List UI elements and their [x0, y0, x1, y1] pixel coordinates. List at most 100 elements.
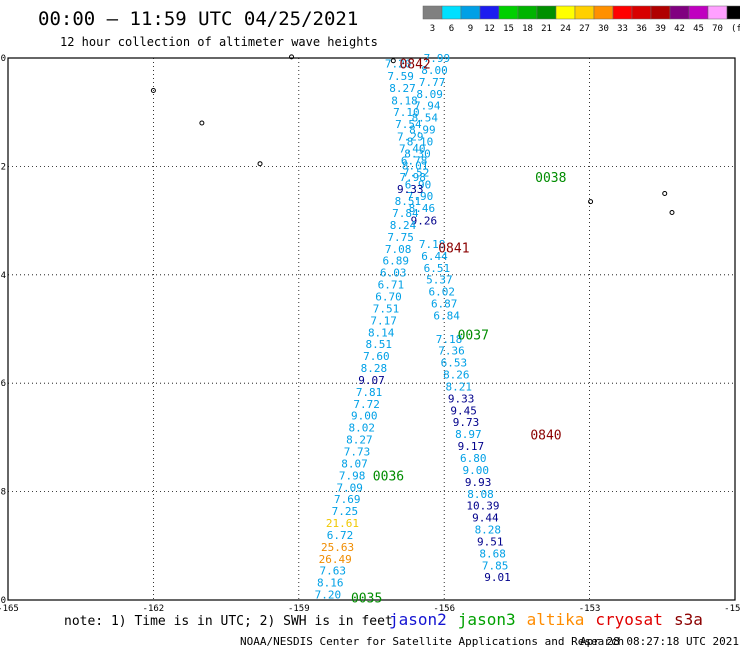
wave-height-label: 21.61 — [326, 517, 359, 530]
legend-bin-label: 12 — [484, 24, 495, 34]
island-marker — [669, 209, 675, 215]
legend-bin-label: 30 — [598, 24, 609, 34]
wave-height-label: 10.39 — [466, 500, 499, 513]
wave-height-label: 8.27 — [389, 82, 416, 95]
wave-height-label: 6.70 — [375, 290, 402, 303]
wave-height-label: 6.89 — [382, 255, 409, 268]
pass-time-label: 0035 — [351, 591, 382, 606]
wave-height-label: 8.46 — [409, 202, 436, 215]
legend-swatch — [726, 5, 740, 20]
footer-note: note: 1) Time is in UTC; 2) SWH is in fe… — [64, 614, 393, 629]
wave-height-label: 8.10 — [407, 135, 434, 148]
legend-swatch — [555, 5, 576, 20]
wave-height-label: 8.14 — [368, 326, 395, 339]
legend-swatch — [536, 5, 557, 20]
wave-height-label: 8.27 — [346, 434, 373, 447]
wave-height-label: 9.26 — [411, 215, 438, 228]
wave-height-label: 6.84 — [433, 309, 460, 322]
wave-height-label: 9.45 — [450, 404, 477, 417]
legend-swatch — [631, 5, 652, 20]
wave-height-label: 7.40 — [399, 143, 426, 156]
map-panel: 7.207.598.278.187.107.547.297.406.787.52… — [0, 52, 740, 614]
satellite-tracks: 7.207.598.278.187.107.547.297.406.787.52… — [315, 52, 511, 602]
wave-height-label: 7.63 — [319, 565, 346, 578]
wave-height-label: 8.21 — [445, 380, 472, 393]
wave-height-label: 6.87 — [431, 298, 458, 311]
mission-label: jason3 — [458, 610, 516, 629]
wave-height-label: 8.26 — [443, 369, 470, 382]
lon-tick-label: -159 — [288, 604, 310, 614]
wave-height-label: 7.99 — [424, 52, 451, 65]
wave-height-label: 9.44 — [472, 512, 499, 525]
wave-height-label: 7.72 — [353, 398, 380, 411]
wave-height-label: 7.10 — [393, 106, 420, 119]
wave-height-label: 9.73 — [453, 416, 480, 429]
legend-swatch — [650, 5, 671, 20]
legend-bin-label: 9 — [468, 24, 473, 34]
wave-height-label: 8.30 — [404, 147, 431, 160]
wave-height-label: 6.02 — [429, 286, 456, 299]
island-marker — [199, 120, 205, 126]
legend-bin-label: 18 — [522, 24, 533, 34]
wave-height-label: 7.98 — [339, 469, 366, 482]
pass-time-label: 0840 — [530, 429, 561, 444]
legend-swatch — [460, 5, 481, 20]
pass-time-label: 0038 — [535, 171, 566, 186]
legend-bin-label: 42 — [674, 24, 685, 34]
wave-height-label: 9.33 — [397, 183, 424, 196]
lat-tick-label: -28 — [0, 488, 6, 498]
legend-bin-label: 3 — [430, 24, 435, 34]
track-group: 7.208.167.6326.4925.636.7221.617.257.697… — [315, 52, 451, 602]
wave-height-label: 8.08 — [467, 488, 494, 501]
legend-bin-label: 70 — [712, 24, 723, 34]
wave-height-label: 8.99 — [409, 124, 436, 137]
wave-height-label: 7.20 — [385, 57, 412, 70]
wave-height-label: 9.01 — [484, 571, 511, 584]
wave-height-label: 9.00 — [462, 464, 489, 477]
pass-time-label: 0842 — [399, 57, 430, 72]
wave-height-label: 7.69 — [334, 493, 361, 506]
wave-height-label: 7.09 — [336, 481, 363, 494]
lat-tick-label: -24 — [0, 271, 6, 281]
wave-height-label: 7.18 — [419, 238, 446, 251]
island-marker — [289, 54, 295, 60]
legend-bin-label: 45 — [693, 24, 704, 34]
wave-height-label: 8.07 — [341, 457, 368, 470]
wave-height-label: 7.90 — [407, 190, 434, 203]
wave-height-label: 7.98 — [399, 171, 426, 184]
wave-height-label: 7.60 — [363, 350, 390, 363]
map-frame — [7, 57, 736, 601]
wave-height-label: 6.78 — [401, 154, 428, 167]
wave-height-label: 7.81 — [356, 386, 383, 399]
mission-label: altika — [527, 610, 585, 629]
legend-swatch — [441, 5, 462, 20]
page-title: 00:00 – 11:59 UTC 04/25/2021 — [38, 8, 358, 30]
legend-swatch — [422, 5, 443, 20]
wave-height-label: 7.51 — [373, 302, 400, 315]
lon-tick-label: -162 — [143, 604, 165, 614]
wave-height-label: 7.73 — [344, 445, 371, 458]
legend-swatch — [612, 5, 633, 20]
wave-height-label: 6.51 — [424, 262, 451, 275]
wave-height-label: 7.54 — [395, 118, 422, 131]
legend-bin-label: 15 — [503, 24, 514, 34]
legend-bin-label: 6 — [449, 24, 454, 34]
wave-height-label: 9.93 — [465, 476, 492, 489]
legend-bin-label: 24 — [560, 24, 571, 34]
wave-height-label: 7.20 — [315, 589, 342, 602]
wave-height-label: 5.37 — [426, 274, 453, 287]
pass-time-labels: 0842 0038 0841 0037 0840 0036 0035 — [351, 57, 566, 606]
mission-label: s3a — [674, 610, 703, 629]
wave-height-label: 8.00 — [421, 64, 448, 77]
wave-height-label: 7.36 — [438, 345, 465, 358]
wave-height-label: 7.25 — [332, 505, 359, 518]
legend-swatch — [707, 5, 728, 20]
lat-tick-label: -30 — [0, 596, 6, 606]
wave-height-label: 26.49 — [319, 553, 352, 566]
footer-timestamp: Apr 28 08:27:18 UTC 2021 — [580, 635, 739, 648]
island-marker — [390, 58, 396, 64]
wave-height-label: 6.80 — [460, 452, 487, 465]
pass-time-label: 0037 — [458, 328, 489, 343]
lon-tick-label: -153 — [579, 604, 601, 614]
